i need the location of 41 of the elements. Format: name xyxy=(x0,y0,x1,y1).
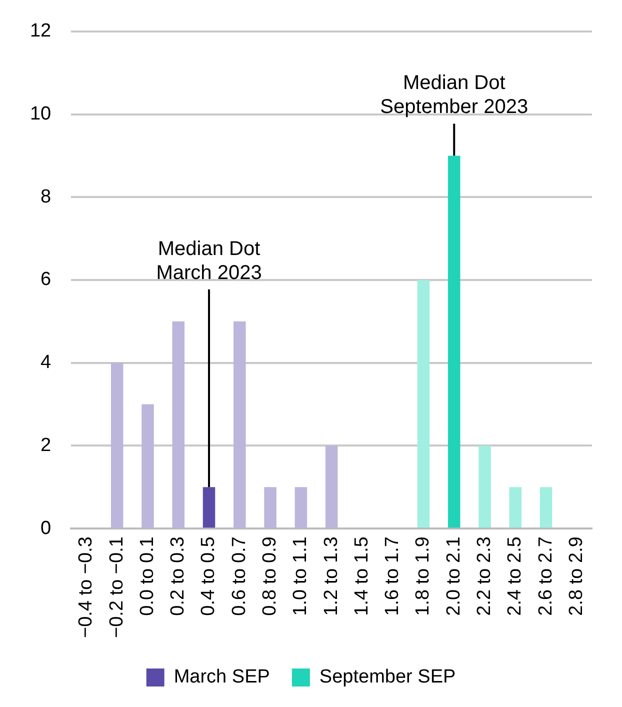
x-tick-label: 1.2 to 1.3 xyxy=(320,536,342,616)
x-tick-label: 2.4 to 2.5 xyxy=(504,536,526,616)
x-tick-label: 2.8 to 2.9 xyxy=(566,536,587,616)
x-tick-label: 2.2 to 2.3 xyxy=(474,536,495,616)
y-tick-label: 2 xyxy=(40,434,52,456)
x-tick-label: 1.6 to 1.7 xyxy=(382,536,404,616)
x-tick-label: 0.6 to 0.7 xyxy=(228,536,250,616)
x-tick-label: 1.0 to 1.1 xyxy=(290,536,312,616)
x-tick-label: 0.4 to 0.5 xyxy=(198,536,220,616)
x-tick-label: 1.8 to 1.9 xyxy=(412,536,434,616)
y-tick-label: 6 xyxy=(40,269,52,290)
x-tick-label: 0.2 to 0.3 xyxy=(168,536,189,616)
x-tick-label: 2.0 to 2.1 xyxy=(443,536,464,616)
x-tick-label: 2.6 to 2.7 xyxy=(535,536,556,616)
y-tick-label: 8 xyxy=(40,186,52,208)
x-tick-label: 0.8 to 0.9 xyxy=(260,536,281,616)
bar xyxy=(172,321,184,528)
x-tick-label: 0.0 to 0.1 xyxy=(136,536,158,616)
bar xyxy=(202,487,216,528)
y-tick-label: 10 xyxy=(30,104,52,124)
bar xyxy=(448,156,460,528)
bar xyxy=(325,446,338,528)
annotation: Median Dot September 2023 xyxy=(380,72,528,118)
y-tick-label: 0 xyxy=(40,518,52,539)
bar xyxy=(142,404,154,528)
bar xyxy=(264,487,276,528)
annotation: Median Dot March 2023 xyxy=(156,238,262,284)
bar xyxy=(294,487,308,528)
x-tick-label: −0.4 to −0.3 xyxy=(76,536,97,638)
y-tick-label: 4 xyxy=(40,352,52,374)
bar xyxy=(234,321,246,528)
x-tick-label: 1.4 to 1.5 xyxy=(351,536,372,616)
bar xyxy=(540,487,552,528)
legend-label: March SEP xyxy=(174,666,270,688)
bar xyxy=(478,446,491,528)
bar xyxy=(509,487,522,528)
y-tick-label: 12 xyxy=(30,20,52,42)
legend-label: September SEP xyxy=(319,666,456,688)
x-tick-label: −0.2 to −0.1 xyxy=(106,536,128,638)
bar xyxy=(110,362,124,528)
bar xyxy=(417,280,430,528)
